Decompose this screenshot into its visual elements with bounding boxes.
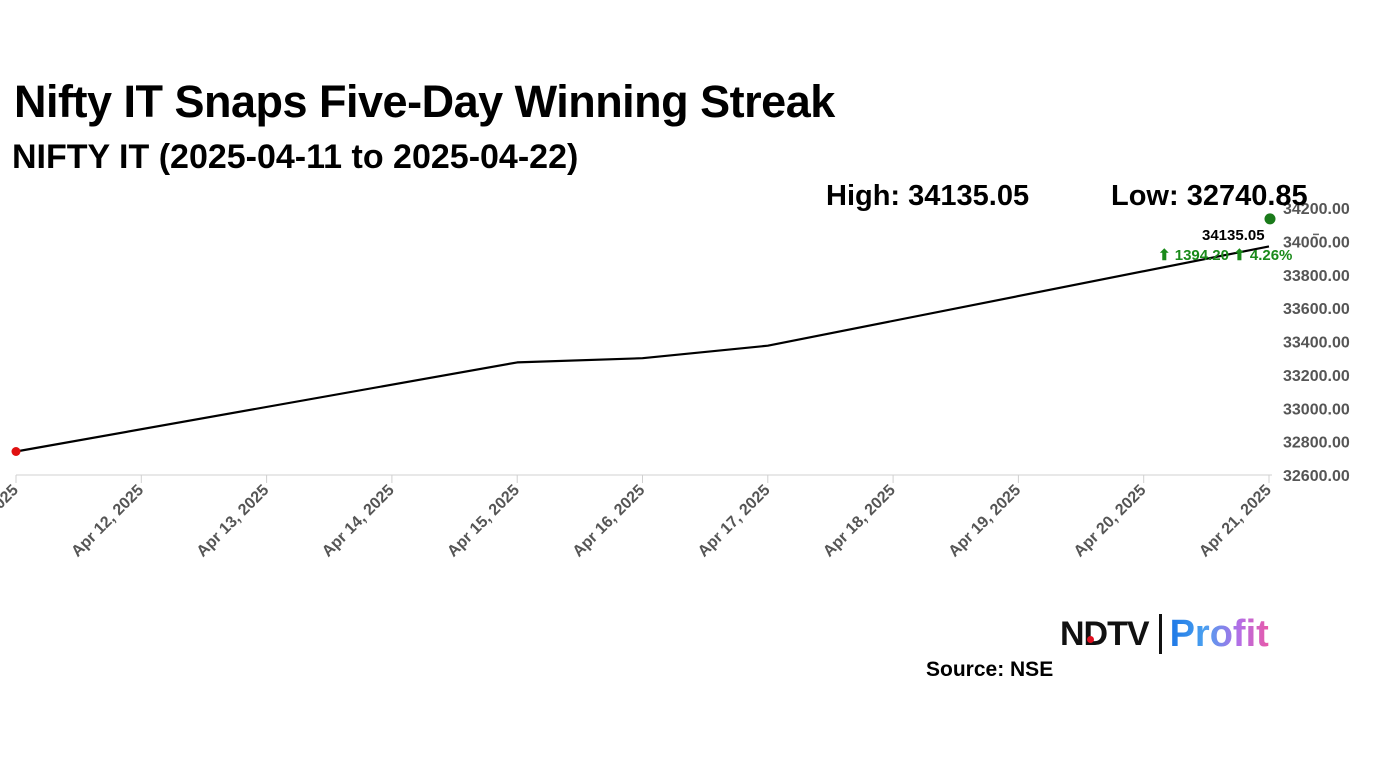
y-tick-label: 32800.00 (1283, 435, 1350, 452)
x-tick-label: Apr 17, 2025 (695, 482, 774, 561)
y-tick-label: 33800.00 (1283, 268, 1350, 285)
chart-title: Nifty IT Snaps Five-Day Winning Streak (14, 76, 835, 127)
logo-profit-text: Profit (1169, 612, 1269, 655)
x-tick-label: Apr 15, 2025 (444, 482, 523, 561)
logo-dot-icon (1087, 635, 1094, 643)
x-tick-label: Apr 20, 2025 (1071, 482, 1150, 561)
x-tick-label: Apr 21, 2025 (1196, 482, 1275, 561)
y-tick-label: 34200.00 (1283, 201, 1350, 218)
chart-subtitle: NIFTY IT (2025-04-11 to 2025-04-22) (12, 138, 579, 176)
series-line (15, 245, 1270, 453)
series-layer (11, 213, 1319, 456)
low-point-marker (11, 446, 21, 456)
x-tick-label: Apr 12, 2025 (68, 482, 147, 561)
source-note: Source: NSE (926, 658, 1054, 681)
y-tick-label: 33400.00 (1283, 335, 1350, 352)
high-stat: High: 34135.05 (826, 180, 1030, 212)
x-tick-label: Apr 19, 2025 (946, 482, 1025, 561)
x-tick-label: Apr 14, 2025 (319, 482, 398, 561)
y-tick-label: 32600.00 (1283, 468, 1350, 485)
y-tick-label: 34000.00 (1283, 234, 1350, 251)
logo-divider (1158, 614, 1162, 654)
low-stat: Low: 32740.85 (1111, 180, 1308, 212)
y-tick-label: 33200.00 (1283, 368, 1350, 385)
x-tick-label: Apr 16, 2025 (570, 482, 649, 561)
change-label: ⬆ 1394.20 ⬆ 4.26% (1158, 247, 1292, 264)
x-tick-label: Apr 18, 2025 (820, 482, 899, 561)
annotation-layer: 34135.05 ⬆ 1394.20 ⬆ 4.26% (1158, 227, 1292, 264)
ndtv-profit-logo: NDTV Profit (1060, 612, 1269, 656)
axes: Apr 11, 2025 Apr 12, 2025 Apr 13, 2025 Apr … (0, 201, 1350, 560)
y-tick-label: 33600.00 (1283, 301, 1350, 318)
x-tick-label: Apr 11, 2025 (0, 482, 22, 560)
logo-ndtv-text: NDTV (1060, 614, 1150, 653)
y-tick-label: 33000.00 (1283, 401, 1350, 418)
x-tick-label: Apr 13, 2025 (194, 482, 273, 561)
last-value-label: 34135.05 (1202, 227, 1265, 244)
high-point-marker (1264, 213, 1276, 225)
